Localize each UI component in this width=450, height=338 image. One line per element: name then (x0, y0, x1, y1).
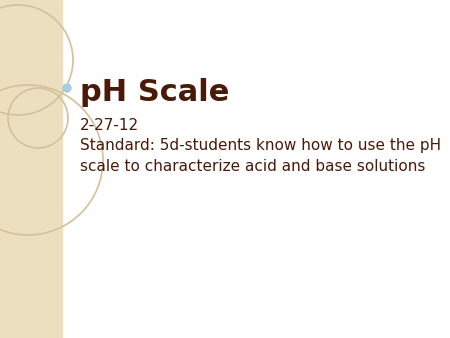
Bar (0, 0, 62, 338)
Text: pH Scale: pH Scale (80, 78, 230, 107)
Text: Standard: 5d-students know how to use the pH
scale to characterize acid and base: Standard: 5d-students know how to use th… (80, 138, 441, 174)
Circle shape (63, 84, 71, 92)
Text: 2-27-12: 2-27-12 (80, 118, 139, 133)
